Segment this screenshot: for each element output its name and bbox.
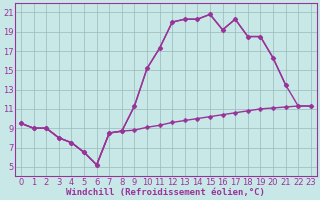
X-axis label: Windchill (Refroidissement éolien,°C): Windchill (Refroidissement éolien,°C) xyxy=(67,188,265,197)
